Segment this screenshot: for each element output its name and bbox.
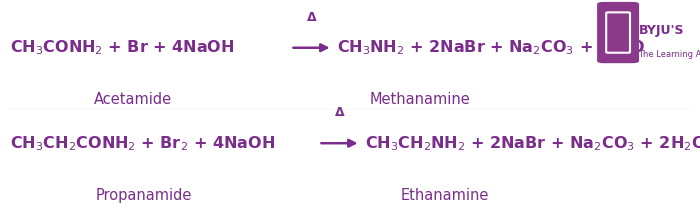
Text: BYJU'S: BYJU'S: [638, 24, 684, 37]
Text: Propanamide: Propanamide: [95, 188, 192, 203]
Text: Δ: Δ: [335, 106, 344, 119]
Text: CH$_{3}$CH$_{2}$NH$_{2}$ + 2NaBr + Na$_{2}$CO$_{3}$ + 2H$_{2}$O: CH$_{3}$CH$_{2}$NH$_{2}$ + 2NaBr + Na$_{…: [365, 134, 700, 153]
Text: The Learning App: The Learning App: [638, 50, 700, 59]
FancyBboxPatch shape: [598, 3, 638, 62]
Text: Δ: Δ: [307, 11, 316, 24]
Text: Ethanamine: Ethanamine: [400, 188, 489, 203]
Text: Acetamide: Acetamide: [94, 92, 172, 107]
Text: CH$_{3}$CONH$_{2}$ + Br + 4NaOH: CH$_{3}$CONH$_{2}$ + Br + 4NaOH: [10, 38, 235, 57]
Text: CH$_{3}$NH$_{2}$ + 2NaBr + Na$_{2}$CO$_{3}$ + 2H$_{2}$O: CH$_{3}$NH$_{2}$ + 2NaBr + Na$_{2}$CO$_{…: [337, 38, 645, 57]
Text: CH$_{3}$CH$_{2}$CONH$_{2}$ + Br$_{2}$ + 4NaOH: CH$_{3}$CH$_{2}$CONH$_{2}$ + Br$_{2}$ + …: [10, 134, 276, 153]
Text: Methanamine: Methanamine: [370, 92, 470, 107]
